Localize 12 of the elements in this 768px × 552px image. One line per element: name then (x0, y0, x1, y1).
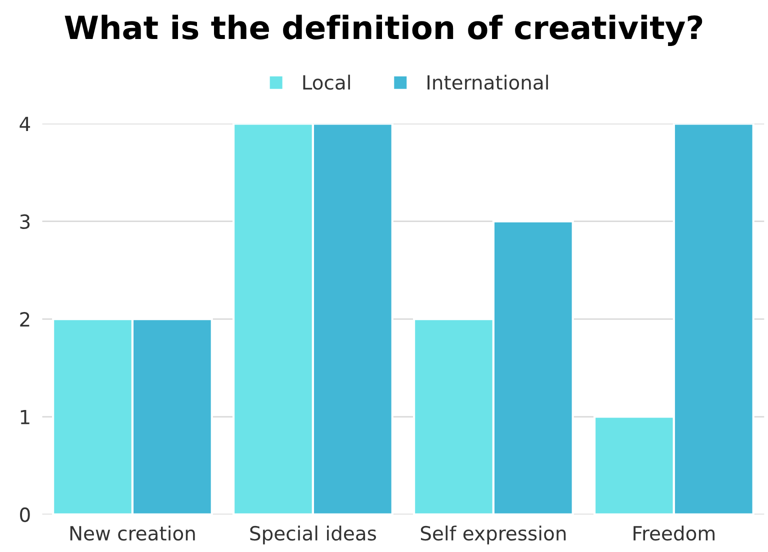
legend-label: Local (303, 74, 350, 90)
x-tick-label: New creation (70, 526, 195, 541)
y-tick-label: 1 (20, 410, 30, 424)
legend-label: International (428, 74, 548, 90)
y-tick-label: 2 (20, 312, 30, 326)
x-tick-label: Freedom (634, 526, 714, 541)
y-tick-label: 0 (20, 507, 30, 522)
y-tick-label: 4 (20, 116, 30, 132)
x-tick-label: Self expression (420, 526, 566, 544)
chart-title: What is the definition of creativity? (64, 14, 702, 46)
y-tick-label: 3 (20, 214, 30, 230)
x-tick-label: Special ideas (250, 526, 376, 544)
